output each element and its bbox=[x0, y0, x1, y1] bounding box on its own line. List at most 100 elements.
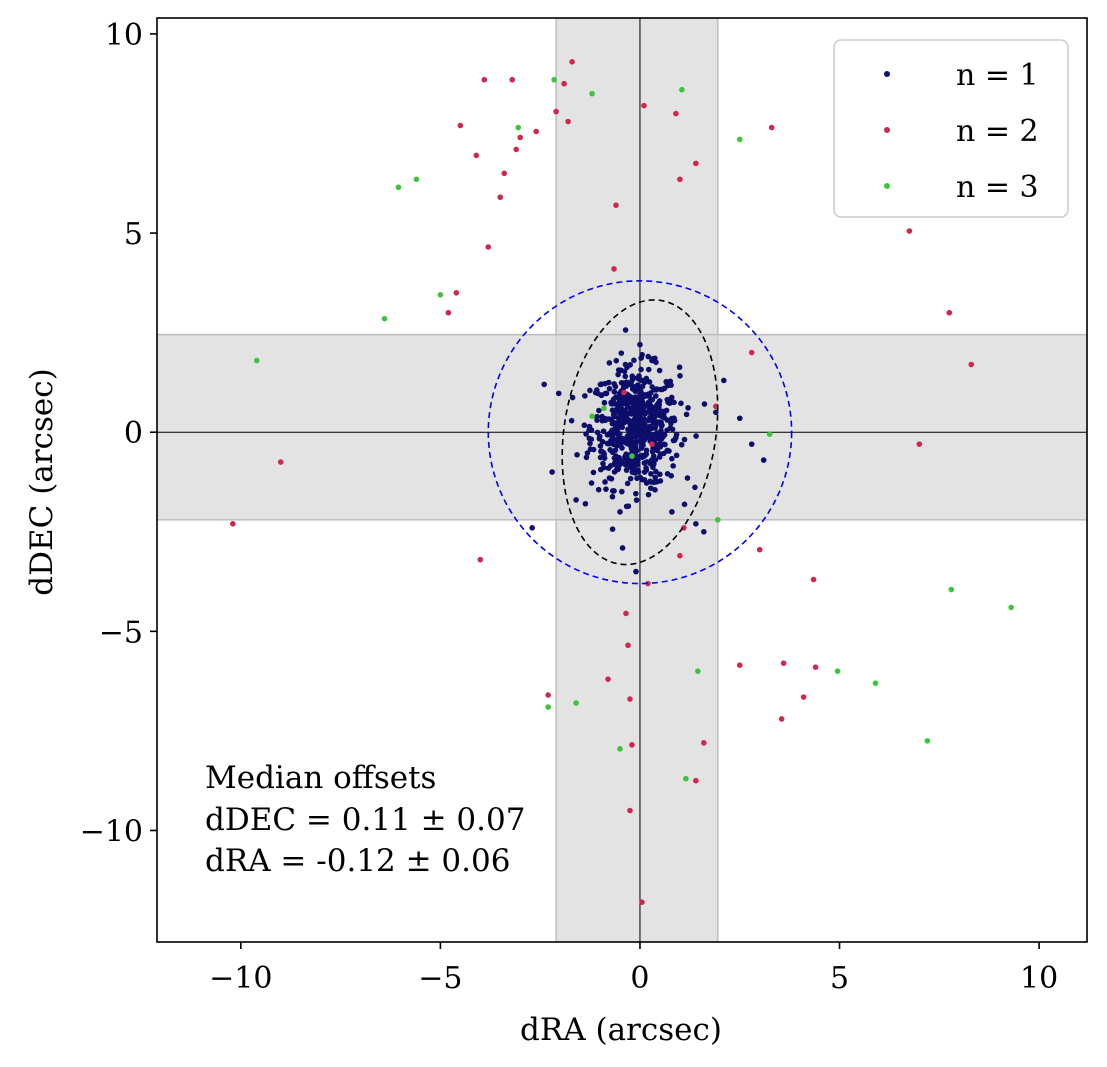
series-n3 bbox=[253, 76, 1014, 782]
data-point bbox=[635, 467, 641, 473]
data-point bbox=[629, 408, 636, 414]
data-point bbox=[695, 668, 701, 674]
data-point bbox=[625, 642, 631, 649]
data-point bbox=[628, 445, 635, 452]
data-point bbox=[628, 435, 635, 441]
data-point bbox=[445, 309, 452, 316]
data-point bbox=[693, 160, 699, 167]
data-point bbox=[627, 696, 633, 702]
data-point bbox=[648, 479, 654, 485]
data-point bbox=[629, 453, 635, 459]
legend-frame bbox=[833, 39, 1069, 218]
data-point bbox=[583, 431, 589, 437]
data-point bbox=[629, 469, 636, 475]
data-point bbox=[676, 364, 683, 371]
data-point bbox=[602, 380, 608, 387]
data-point bbox=[633, 568, 639, 575]
data-point bbox=[611, 266, 617, 272]
data-point bbox=[677, 552, 683, 559]
plot-area bbox=[157, 18, 1087, 942]
data-point bbox=[748, 349, 755, 356]
legend-marker-n2 bbox=[884, 127, 890, 133]
x-tick-label: 0 bbox=[630, 961, 649, 996]
data-point bbox=[600, 428, 607, 435]
data-point bbox=[670, 437, 677, 444]
data-point bbox=[623, 610, 629, 617]
data-point bbox=[1008, 604, 1014, 611]
data-point bbox=[649, 384, 655, 390]
data-point bbox=[569, 394, 576, 401]
data-point bbox=[473, 152, 480, 159]
y-tick-label: 0 bbox=[124, 416, 143, 451]
annotation-line-3: dRA = -0.12 ± 0.06 bbox=[205, 843, 510, 879]
x-tick-label: −5 bbox=[418, 961, 462, 996]
legend-marker-n1 bbox=[884, 71, 890, 77]
data-point bbox=[596, 407, 602, 414]
data-point bbox=[656, 367, 663, 374]
data-point bbox=[649, 448, 656, 455]
data-point bbox=[606, 385, 613, 392]
data-point bbox=[453, 290, 460, 296]
data-point bbox=[624, 402, 631, 409]
data-point bbox=[685, 405, 691, 411]
data-point bbox=[748, 441, 755, 447]
data-point bbox=[667, 378, 674, 385]
data-point bbox=[623, 467, 630, 473]
data-point bbox=[619, 545, 626, 551]
data-point bbox=[561, 80, 567, 87]
data-point bbox=[609, 526, 616, 532]
data-point bbox=[641, 102, 647, 109]
data-point bbox=[611, 388, 618, 395]
data-point bbox=[485, 244, 492, 250]
data-point bbox=[615, 371, 621, 378]
data-point bbox=[565, 118, 571, 125]
axis-ticks: −10 −5 0 5 10 −10 −5 0 5 10 bbox=[80, 18, 1059, 996]
data-point bbox=[608, 437, 614, 444]
data-point bbox=[644, 459, 650, 465]
data-point bbox=[517, 134, 524, 141]
data-point bbox=[587, 387, 593, 394]
data-point bbox=[645, 491, 652, 498]
data-point bbox=[632, 415, 638, 422]
data-point bbox=[645, 399, 652, 406]
data-point bbox=[574, 451, 580, 458]
data-point bbox=[545, 692, 551, 698]
x-axis-title: dRA (arcsec) bbox=[520, 1012, 722, 1048]
data-point bbox=[606, 360, 613, 366]
data-point bbox=[619, 488, 625, 495]
data-point bbox=[645, 353, 652, 360]
data-point bbox=[601, 464, 607, 471]
data-point bbox=[617, 509, 623, 515]
data-point bbox=[643, 447, 650, 454]
data-point bbox=[639, 391, 646, 397]
plot-border bbox=[156, 17, 1088, 943]
data-point bbox=[660, 431, 667, 438]
data-point bbox=[677, 372, 683, 379]
data-point bbox=[622, 327, 629, 333]
data-point bbox=[652, 474, 659, 481]
data-point bbox=[924, 738, 931, 744]
data-point bbox=[664, 447, 671, 454]
data-point bbox=[395, 184, 402, 191]
data-point bbox=[652, 435, 658, 442]
y-tick-label: −10 bbox=[80, 814, 143, 849]
legend-label-n2: n = 2 bbox=[956, 114, 1039, 149]
data-point bbox=[800, 694, 807, 700]
data-point bbox=[631, 384, 638, 390]
data-point bbox=[611, 460, 618, 467]
data-point bbox=[413, 176, 420, 183]
data-point bbox=[605, 676, 611, 682]
data-point bbox=[437, 292, 444, 298]
data-point bbox=[639, 899, 645, 905]
data-point bbox=[673, 110, 679, 117]
data-point bbox=[277, 459, 284, 465]
data-point bbox=[636, 376, 643, 382]
data-point bbox=[652, 456, 659, 463]
y-tick-label: 10 bbox=[105, 18, 143, 53]
data-point bbox=[639, 454, 645, 461]
data-point bbox=[584, 450, 591, 456]
data-point bbox=[545, 704, 551, 710]
data-point bbox=[381, 315, 388, 322]
data-point bbox=[968, 361, 975, 368]
